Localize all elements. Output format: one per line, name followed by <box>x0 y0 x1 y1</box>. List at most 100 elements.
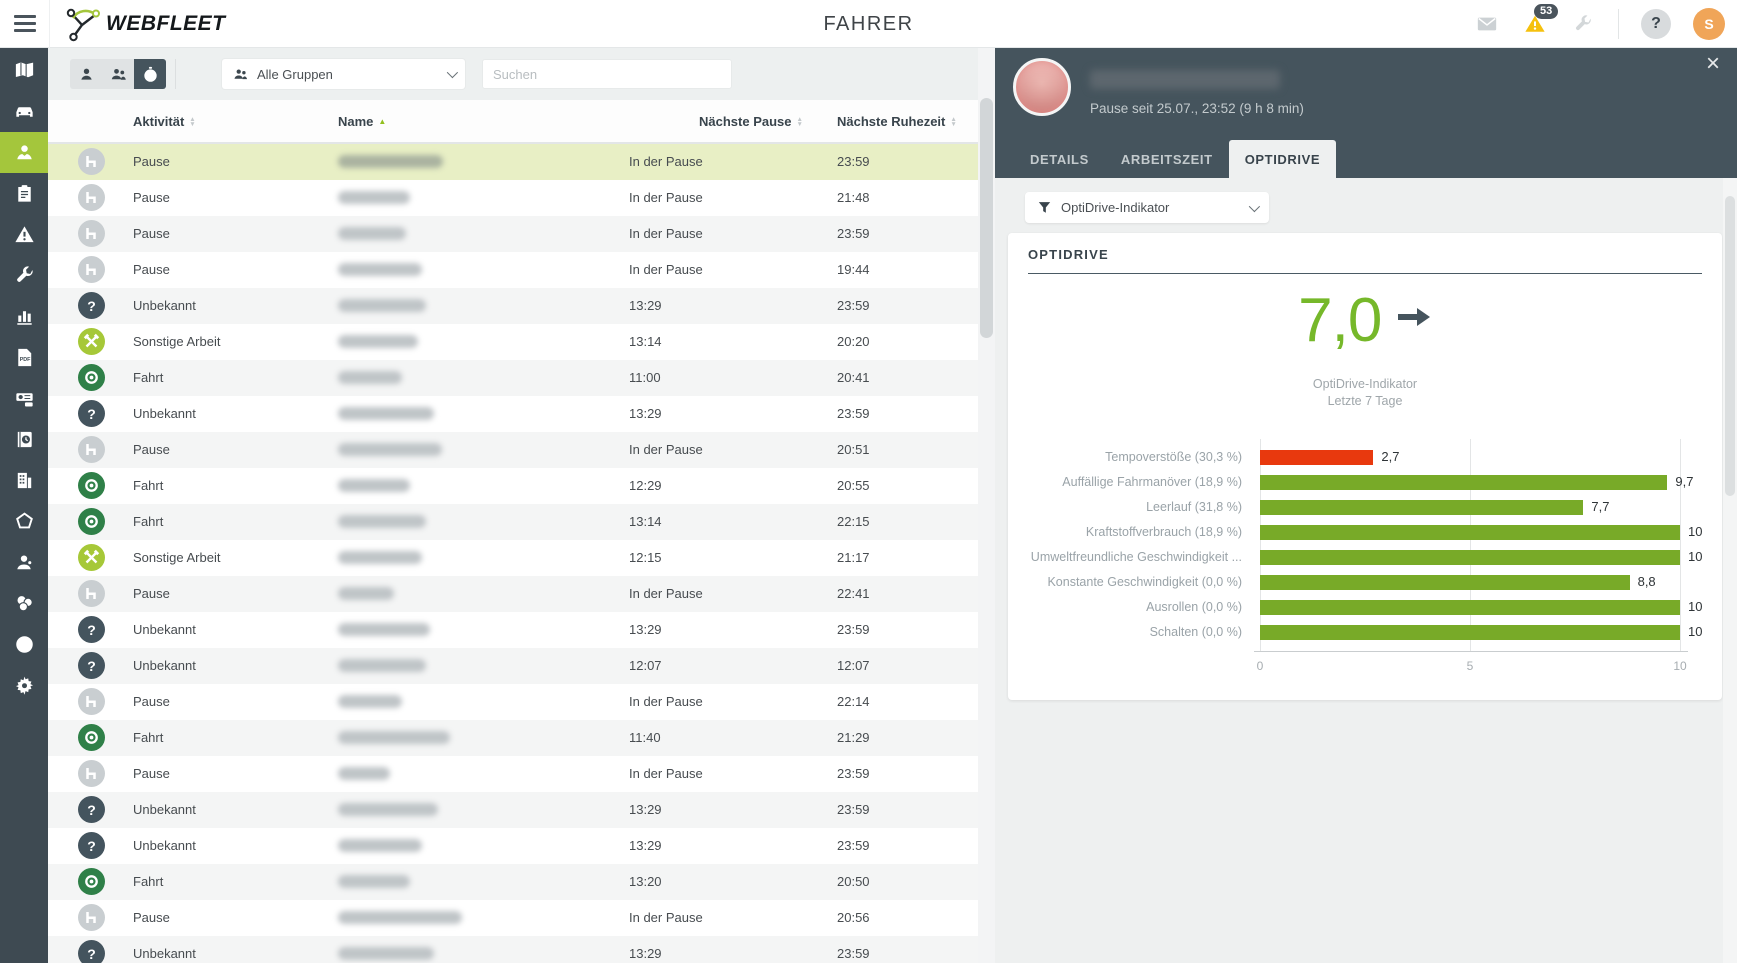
messages-icon[interactable] <box>1474 11 1500 37</box>
driver-name-redacted <box>338 263 422 276</box>
table-row[interactable]: ? Unbekannt 13:29 23:59 <box>48 396 978 432</box>
user-avatar[interactable]: S <box>1693 8 1725 40</box>
table-row[interactable]: ? Unbekannt 12:07 12:07 <box>48 648 978 684</box>
sidebar-item-orders[interactable] <box>0 173 48 214</box>
next-rest-value: 23:59 <box>837 946 870 961</box>
group-filter-select[interactable]: Alle Gruppen <box>222 59 465 89</box>
status-pause-icon <box>78 904 105 931</box>
bar-category-label: Leerlauf (31,8 %) <box>1146 500 1242 514</box>
sidebar-item-company[interactable] <box>0 460 48 501</box>
indicator-filter-select[interactable]: OptiDrive-Indikator <box>1025 192 1269 223</box>
activity-label: Pause <box>133 586 170 601</box>
gridline <box>1470 439 1471 651</box>
column-header-naechste-pause[interactable]: Nächste Pause ▲ ▼ <box>699 114 803 129</box>
table-row[interactable]: Pause In der Pause 20:56 <box>48 900 978 936</box>
activity-label: Unbekannt <box>133 946 196 961</box>
table-row[interactable]: Fahrt 13:14 22:15 <box>48 504 978 540</box>
service-wrench-icon[interactable] <box>1570 11 1596 37</box>
table-row[interactable]: Pause In der Pause 23:59 <box>48 144 978 180</box>
table-row[interactable]: ? Unbekannt 13:29 23:59 <box>48 936 978 963</box>
sidebar-item-archive[interactable] <box>0 419 48 460</box>
view-toggle-group <box>70 59 166 89</box>
sidebar-item-compliance[interactable] <box>0 624 48 665</box>
table-row[interactable]: Fahrt 11:00 20:41 <box>48 360 978 396</box>
table-row[interactable]: Sonstige Arbeit 12:15 21:17 <box>48 540 978 576</box>
menu-icon[interactable] <box>14 15 36 32</box>
sidebar-item-alerts[interactable] <box>0 214 48 255</box>
scrollbar-thumb[interactable] <box>980 98 993 338</box>
driver-name-redacted <box>338 623 430 636</box>
sidebar-item-tachograph[interactable] <box>0 378 48 419</box>
chart-bar-row: Schalten (0,0 %) 10 <box>1008 620 1722 645</box>
table-row[interactable]: Pause In der Pause 19:44 <box>48 252 978 288</box>
activity-label: Pause <box>133 190 170 205</box>
table-row[interactable]: Fahrt 13:20 20:50 <box>48 864 978 900</box>
table-header: Aktivität ▲ ▼ Name ▲ Nächste Pause ▲ ▼ Nächst… <box>48 100 978 144</box>
next-rest-value: 20:50 <box>837 874 870 889</box>
table-row[interactable]: Pause In der Pause 23:59 <box>48 756 978 792</box>
webfleet-logo[interactable]: WEBFLEET <box>64 6 226 42</box>
table-row[interactable]: Pause In der Pause 21:48 <box>48 180 978 216</box>
status-pause-icon <box>78 220 105 247</box>
column-header-naechste-ruhezeit[interactable]: Nächste Ruhezeit ▲ ▼ <box>837 114 957 129</box>
toggle-working-times-view[interactable] <box>134 59 166 89</box>
chart-bar-row: Tempoverstöße (30,3 %) 2,7 <box>1008 445 1722 470</box>
next-rest-value: 23:59 <box>837 154 870 169</box>
activity-label: Fahrt <box>133 874 164 889</box>
table-row[interactable]: ? Unbekannt 13:29 23:59 <box>48 828 978 864</box>
alerts-icon[interactable]: 53 <box>1522 4 1559 37</box>
tab-details[interactable]: DETAILS <box>1030 152 1089 167</box>
toggle-driver-groups-view[interactable] <box>102 59 134 89</box>
column-header-name[interactable]: Name ▲ <box>338 114 387 129</box>
driver-name-redacted <box>338 731 450 744</box>
gridline <box>1260 439 1261 651</box>
status-pause-icon <box>78 760 105 787</box>
sidebar-item-areas[interactable] <box>0 501 48 542</box>
close-icon[interactable]: × <box>1705 50 1720 77</box>
next-rest-value: 23:59 <box>837 838 870 853</box>
table-row[interactable]: ? Unbekannt 13:29 23:59 <box>48 288 978 324</box>
indicator-filter-value: OptiDrive-Indikator <box>1061 200 1170 215</box>
sidebar-item-drivers[interactable] <box>0 132 48 173</box>
bar-category-label: Tempoverstöße (30,3 %) <box>1105 450 1242 464</box>
bar <box>1260 575 1630 590</box>
driver-name-redacted <box>338 515 426 528</box>
sidebar-item-settings[interactable] <box>0 665 48 706</box>
bar-category-label: Auffällige Fahrmanöver (18,9 %) <box>1062 475 1242 489</box>
help-button[interactable]: ? <box>1641 9 1671 39</box>
sidebar-item-pdf-reports[interactable]: PDF <box>0 337 48 378</box>
topbar: WEBFLEET FAHRER 53 ? S <box>0 0 1737 48</box>
table-row[interactable]: Pause In der Pause 20:51 <box>48 432 978 468</box>
table-row[interactable]: ? Unbekannt 13:29 23:59 <box>48 792 978 828</box>
bar-value-label: 10 <box>1688 624 1703 639</box>
column-header-aktivitaet[interactable]: Aktivität ▲ ▼ <box>133 114 196 129</box>
driver-name-redacted <box>1090 70 1280 89</box>
driver-name-redacted <box>338 911 462 924</box>
activity-label: Unbekannt <box>133 802 196 817</box>
sidebar-item-vehicles[interactable] <box>0 91 48 132</box>
table-row[interactable]: Fahrt 11:40 21:29 <box>48 720 978 756</box>
sidebar-item-reports[interactable] <box>0 296 48 337</box>
sidebar-item-costs[interactable] <box>0 583 48 624</box>
table-row[interactable]: ? Unbekannt 13:29 23:59 <box>48 612 978 648</box>
sidebar-item-maintenance[interactable] <box>0 255 48 296</box>
next-rest-value: 23:59 <box>837 298 870 313</box>
table-row[interactable]: Sonstige Arbeit 13:14 20:20 <box>48 324 978 360</box>
tab-optidrive[interactable]: OPTIDRIVE <box>1228 140 1337 178</box>
table-row[interactable]: Fahrt 12:29 20:55 <box>48 468 978 504</box>
tab-arbeitszeit[interactable]: ARBEITSZEIT <box>1120 152 1213 167</box>
table-row[interactable]: Pause In der Pause 22:41 <box>48 576 978 612</box>
sidebar-item-personnel[interactable] <box>0 542 48 583</box>
sidebar-item-map[interactable] <box>0 50 48 91</box>
topbar-divider <box>49 0 50 48</box>
table-row[interactable]: Pause In der Pause 23:59 <box>48 216 978 252</box>
list-scrollbar[interactable] <box>978 48 995 963</box>
next-pause-value: In der Pause <box>629 586 703 601</box>
panel-scrollbar[interactable] <box>1723 178 1737 963</box>
driver-name-redacted <box>338 227 406 240</box>
search-input[interactable] <box>482 59 732 89</box>
table-row[interactable]: Pause In der Pause 22:14 <box>48 684 978 720</box>
toggle-drivers-view[interactable] <box>70 59 102 89</box>
scrollbar-thumb[interactable] <box>1725 196 1735 496</box>
